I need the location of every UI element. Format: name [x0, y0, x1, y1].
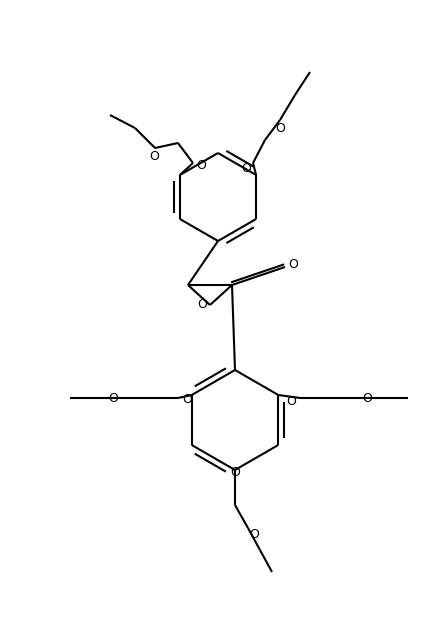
Text: O: O — [108, 391, 118, 404]
Text: O: O — [241, 162, 251, 175]
Text: O: O — [182, 393, 192, 406]
Text: O: O — [362, 391, 372, 404]
Text: O: O — [288, 259, 298, 272]
Text: O: O — [275, 123, 285, 136]
Text: O: O — [287, 394, 296, 407]
Text: O: O — [197, 159, 206, 172]
Text: O: O — [197, 298, 207, 311]
Text: O: O — [249, 528, 259, 541]
Text: O: O — [230, 466, 240, 479]
Text: O: O — [149, 151, 159, 164]
